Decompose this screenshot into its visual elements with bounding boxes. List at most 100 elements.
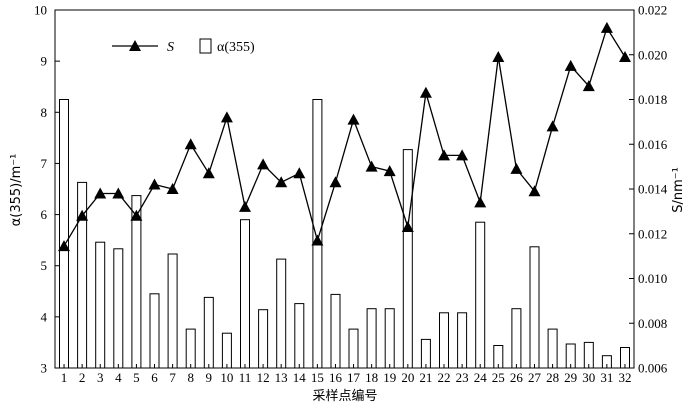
right-axis-title: S/nm⁻¹ <box>671 167 686 213</box>
right-tick-label: 0.016 <box>638 137 668 152</box>
x-tick-label: 2 <box>79 370 86 385</box>
bar-alpha-1 <box>59 99 69 369</box>
point-s-16 <box>329 176 342 188</box>
bar-alpha-7 <box>167 253 178 369</box>
point-s-25 <box>492 51 505 62</box>
x-tick-label: 14 <box>293 370 307 385</box>
x-tick-label: 7 <box>169 370 176 385</box>
x-tick-label: 20 <box>401 370 414 385</box>
x-tick-label: 30 <box>582 370 595 385</box>
point-s-10 <box>220 111 233 123</box>
bar-alpha-21 <box>420 338 431 369</box>
x-tick-label: 25 <box>492 370 505 385</box>
line-s <box>63 26 626 247</box>
point-s-26 <box>510 162 523 174</box>
point-s-4 <box>112 187 125 199</box>
point-s-3 <box>94 187 107 199</box>
plot-frame <box>54 9 635 369</box>
x-tick-label: 32 <box>618 370 631 385</box>
x-tick-label: 18 <box>365 370 378 385</box>
x-tick-label: 29 <box>564 370 577 385</box>
bar-alpha-17 <box>348 328 359 369</box>
x-tick-label: 27 <box>528 370 542 385</box>
x-tick-label: 10 <box>220 370 233 385</box>
right-tick-label: 0.010 <box>638 271 667 286</box>
bar-alpha-10 <box>221 332 232 369</box>
bar-alpha-15 <box>312 99 323 369</box>
x-tick-label: 24 <box>474 370 488 385</box>
bar-alpha-3 <box>95 241 106 369</box>
bar-alpha-12 <box>258 309 269 369</box>
left-tick-label: 5 <box>41 258 48 273</box>
bar-alpha-28 <box>547 328 558 369</box>
left-tick-label: 7 <box>41 156 48 171</box>
x-axis-title: 采样点编号 <box>312 389 377 404</box>
point-s-17 <box>347 113 360 125</box>
bar-alpha-6 <box>149 293 160 369</box>
legend-bar-marker <box>199 38 212 54</box>
point-s-12 <box>257 158 270 170</box>
point-s-15 <box>311 234 324 246</box>
right-tick-label: 0.012 <box>638 226 667 241</box>
left-tick-label: 10 <box>34 3 47 18</box>
point-s-29 <box>564 59 577 71</box>
left-tick-label: 3 <box>41 361 48 376</box>
x-tick-label: 22 <box>438 370 451 385</box>
point-s-31 <box>600 21 613 33</box>
x-tick-label: 31 <box>600 370 613 385</box>
x-tick-label: 4 <box>115 370 122 385</box>
point-s-30 <box>582 80 595 92</box>
point-s-13 <box>275 176 288 188</box>
point-s-28 <box>546 120 559 132</box>
point-s-19 <box>383 165 396 177</box>
x-tick-label: 12 <box>257 370 270 385</box>
right-tick-label: 0.006 <box>638 361 668 376</box>
legend-s-label: S <box>167 40 174 55</box>
bar-alpha-19 <box>384 308 395 369</box>
bar-alpha-23 <box>457 312 468 369</box>
bar-alpha-20 <box>402 149 413 369</box>
x-tick-label: 28 <box>546 370 559 385</box>
point-s-7 <box>166 183 179 194</box>
point-s-2 <box>76 209 89 221</box>
bar-alpha-11 <box>240 219 250 369</box>
bar-alpha-16 <box>330 293 341 369</box>
x-tick-label: 13 <box>275 370 288 385</box>
x-tick-label: 11 <box>239 370 252 385</box>
x-tick-label: 8 <box>187 370 194 385</box>
left-tick-label: 9 <box>41 54 48 69</box>
bar-alpha-24 <box>475 221 486 369</box>
point-s-20 <box>401 221 414 232</box>
legend: S α(355) <box>112 38 255 55</box>
right-tick-label: 0.008 <box>638 316 667 331</box>
right-tick-label: 0.014 <box>638 182 668 197</box>
right-tick-label: 0.022 <box>638 3 667 18</box>
bar-alpha-13 <box>276 258 287 369</box>
right-tick-label: 0.020 <box>638 47 667 62</box>
x-tick-label: 16 <box>329 370 343 385</box>
point-s-27 <box>528 185 541 197</box>
x-tick-label: 19 <box>383 370 396 385</box>
point-s-9 <box>202 167 215 179</box>
left-tick-label: 6 <box>41 207 48 222</box>
point-s-1 <box>58 240 70 252</box>
axes-layer: 3456789100.0060.0080.0100.0120.0140.0160… <box>34 3 668 386</box>
x-tick-label: 15 <box>311 370 324 385</box>
point-s-23 <box>456 149 469 161</box>
point-s-21 <box>419 86 432 98</box>
bar-alpha-5 <box>131 195 142 369</box>
x-tick-label: 26 <box>510 370 524 385</box>
x-tick-label: 5 <box>133 370 140 385</box>
right-tick-label: 0.018 <box>638 92 667 107</box>
x-tick-label: 23 <box>456 370 469 385</box>
point-s-22 <box>438 149 450 161</box>
point-s-6 <box>148 178 161 190</box>
x-tick-label: 21 <box>419 370 432 385</box>
bar-alpha-14 <box>294 303 305 369</box>
bar-alpha-22 <box>439 312 449 369</box>
point-s-11 <box>239 200 251 212</box>
point-s-24 <box>474 196 487 208</box>
line-layer <box>58 21 631 252</box>
point-s-32 <box>619 51 631 62</box>
x-tick-label: 3 <box>97 370 104 385</box>
